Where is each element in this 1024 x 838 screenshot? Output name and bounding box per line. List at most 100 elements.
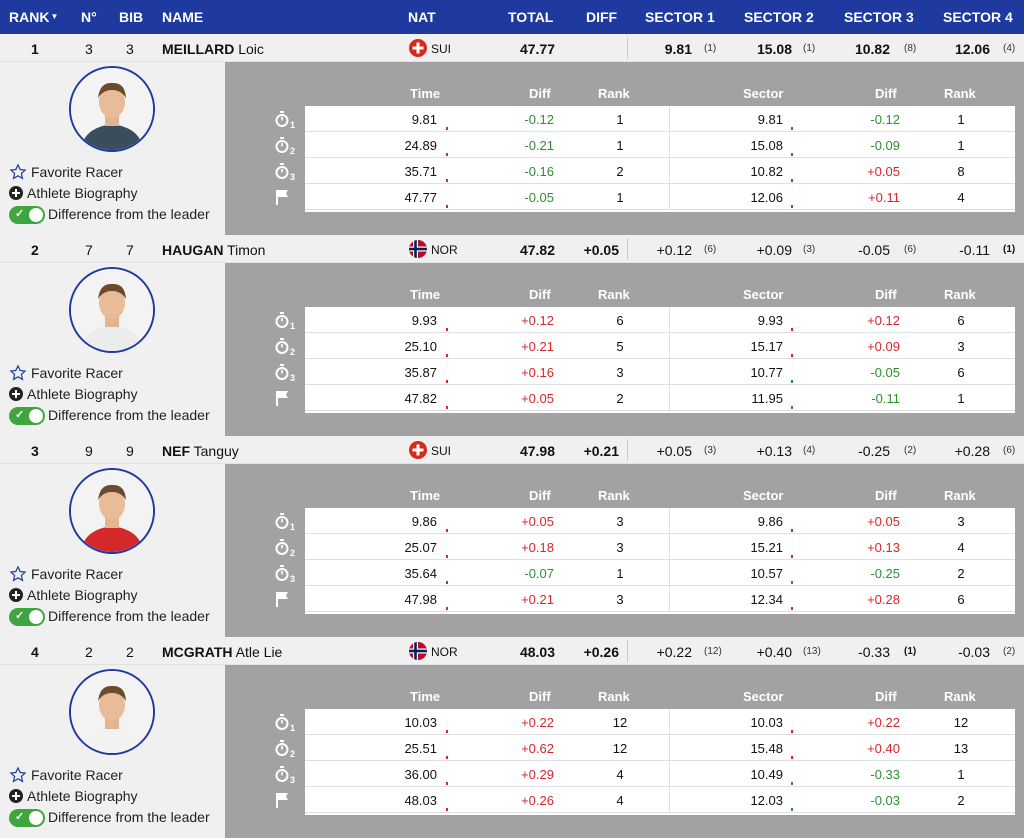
sector-split-rank: (13): [803, 646, 821, 657]
difference-from-leader-toggle[interactable]: ✓ Difference from the leader: [9, 608, 210, 627]
racer-summary-row[interactable]: 3 9 9 NEF Tanguy SUI 47.98 +0.21 +0.05 (3) +0.13 (…: [0, 436, 1024, 464]
toggle-switch[interactable]: ✓: [9, 608, 45, 627]
sector-rank: 2: [957, 566, 965, 581]
racer-bib: 9: [126, 443, 134, 459]
col-sector: Sector: [743, 86, 784, 101]
sector-split-rank: (1): [904, 646, 917, 657]
athlete-biography-button[interactable]: Athlete Biography: [9, 185, 138, 203]
racer-bib: 7: [126, 242, 134, 258]
sector-diff: +0.13: [867, 540, 900, 555]
sector-split-rank: (3): [803, 244, 816, 255]
racer-name: MEILLARD Loic: [162, 41, 264, 57]
racer-rank: 3: [31, 443, 39, 459]
star-icon: [9, 163, 27, 184]
racer-summary-row[interactable]: 4 2 2 MCGRATH Atle Lie NOR 48.03 +0.26 +0.22 (12…: [0, 637, 1024, 665]
athlete-biography-button[interactable]: Athlete Biography: [9, 587, 138, 605]
split-time: 25.07: [404, 540, 437, 555]
split-time: 47.77: [404, 190, 437, 205]
split-marker: [446, 730, 448, 733]
sector-marker: [791, 730, 793, 733]
sector-rank: 8: [957, 164, 965, 179]
sector-marker: [791, 328, 793, 331]
sector-marker: [791, 581, 793, 584]
stopwatch-icon: 1: [275, 111, 295, 130]
split-diff: +0.22: [521, 715, 554, 730]
racer-rank: 1: [31, 41, 39, 57]
column-divider: [669, 106, 670, 132]
split-diff: -0.05: [524, 190, 554, 205]
col-time: Time: [410, 86, 441, 101]
split-marker: [446, 328, 448, 331]
column-divider: [669, 534, 670, 560]
difference-from-leader-toggle[interactable]: ✓ Difference from the leader: [9, 206, 210, 225]
racer-first-name: Timon: [227, 242, 266, 258]
finish-flag-icon: [275, 591, 289, 607]
split-detail-panel: Time Diff Rank Sector Diff Rank 9.86 +0.05 3 9.86…: [225, 464, 1024, 637]
split-marker: [446, 808, 448, 811]
racer-total-time: 47.82: [519, 242, 555, 258]
difference-label: Difference from the leader: [48, 206, 210, 222]
sector-split-rank: (4): [803, 445, 816, 456]
sector-time: 15.21: [750, 540, 783, 555]
toggle-switch[interactable]: ✓: [9, 407, 45, 426]
header-sector-2: SECTOR 2: [744, 9, 814, 25]
split-time: 35.71: [404, 164, 437, 179]
col-time: Time: [410, 287, 441, 302]
sector-time: 12.06: [750, 190, 783, 205]
table-row: 9.86 +0.05 3 9.86 +0.05 3: [305, 508, 1015, 534]
toggle-switch[interactable]: ✓: [9, 809, 45, 828]
favorite-racer-button[interactable]: Favorite Racer: [9, 364, 123, 385]
split-time: 9.86: [411, 514, 437, 529]
athlete-biography-button[interactable]: Athlete Biography: [9, 386, 138, 404]
split-rank: 3: [616, 365, 624, 380]
avatar[interactable]: [69, 468, 155, 554]
avatar[interactable]: [69, 66, 155, 152]
split-rank: 3: [616, 514, 624, 529]
split-diff: +0.05: [521, 391, 554, 406]
sector-split-rank: (1): [803, 43, 816, 54]
racer-bib: 2: [126, 644, 134, 660]
header-bib: BIB: [119, 9, 144, 25]
racer-total-diff: +0.26: [583, 644, 619, 660]
favorite-racer-label: Favorite Racer: [31, 767, 123, 784]
sector-diff: +0.12: [867, 313, 900, 328]
racer-number: 7: [85, 242, 93, 258]
sector-diff: +0.09: [867, 339, 900, 354]
difference-from-leader-toggle[interactable]: ✓ Difference from the leader: [9, 809, 210, 828]
table-row: 47.77 -0.05 1 12.06 +0.11 4: [305, 184, 1015, 210]
toggle-switch[interactable]: ✓: [9, 206, 45, 225]
col-rank: Rank: [598, 689, 630, 704]
sector-diff: -0.33: [870, 767, 900, 782]
sector-marker: [791, 607, 793, 610]
split-marker: [446, 205, 448, 208]
split-diff: +0.18: [521, 540, 554, 555]
favorite-racer-button[interactable]: Favorite Racer: [9, 766, 123, 787]
col-sector-rank: Rank: [944, 287, 976, 302]
athlete-biography-label: Athlete Biography: [27, 788, 138, 804]
avatar[interactable]: [69, 267, 155, 353]
split-diff: +0.05: [521, 514, 554, 529]
column-divider: [627, 439, 628, 461]
split-rank: 6: [616, 313, 624, 328]
table-row: 35.64 -0.07 1 10.57 -0.25 2: [305, 560, 1015, 586]
column-divider: [669, 132, 670, 158]
split-marker: [446, 782, 448, 785]
racer-summary-row[interactable]: 2 7 7 HAUGAN Timon NOR 47.82 +0.05 +0.12 (6) +0.0…: [0, 235, 1024, 263]
split-marker: [446, 756, 448, 759]
table-row: 9.81 -0.12 1 9.81 -0.12 1: [305, 106, 1015, 132]
header-rank[interactable]: RANK▼: [9, 9, 59, 25]
table-row: 35.87 +0.16 3 10.77 -0.05 6: [305, 359, 1015, 385]
split-time: 9.93: [411, 313, 437, 328]
favorite-racer-button[interactable]: Favorite Racer: [9, 163, 123, 184]
athlete-biography-button[interactable]: Athlete Biography: [9, 788, 138, 806]
sector-split-rank: (3): [704, 445, 717, 456]
favorite-racer-button[interactable]: Favorite Racer: [9, 565, 123, 586]
sector-split: -0.05: [858, 242, 890, 258]
check-icon: ✓: [15, 208, 25, 221]
racer-summary-row[interactable]: 1 3 3 MEILLARD Loic SUI 47.77 9.81 (1) 15.08 (1) 1…: [0, 34, 1024, 62]
difference-from-leader-toggle[interactable]: ✓ Difference from the leader: [9, 407, 210, 426]
split-marker: [446, 406, 448, 409]
avatar[interactable]: [69, 669, 155, 755]
split-detail-panel: Time Diff Rank Sector Diff Rank 9.81 -0.12 1 9.81…: [225, 62, 1024, 235]
header-total: TOTAL: [508, 9, 554, 25]
